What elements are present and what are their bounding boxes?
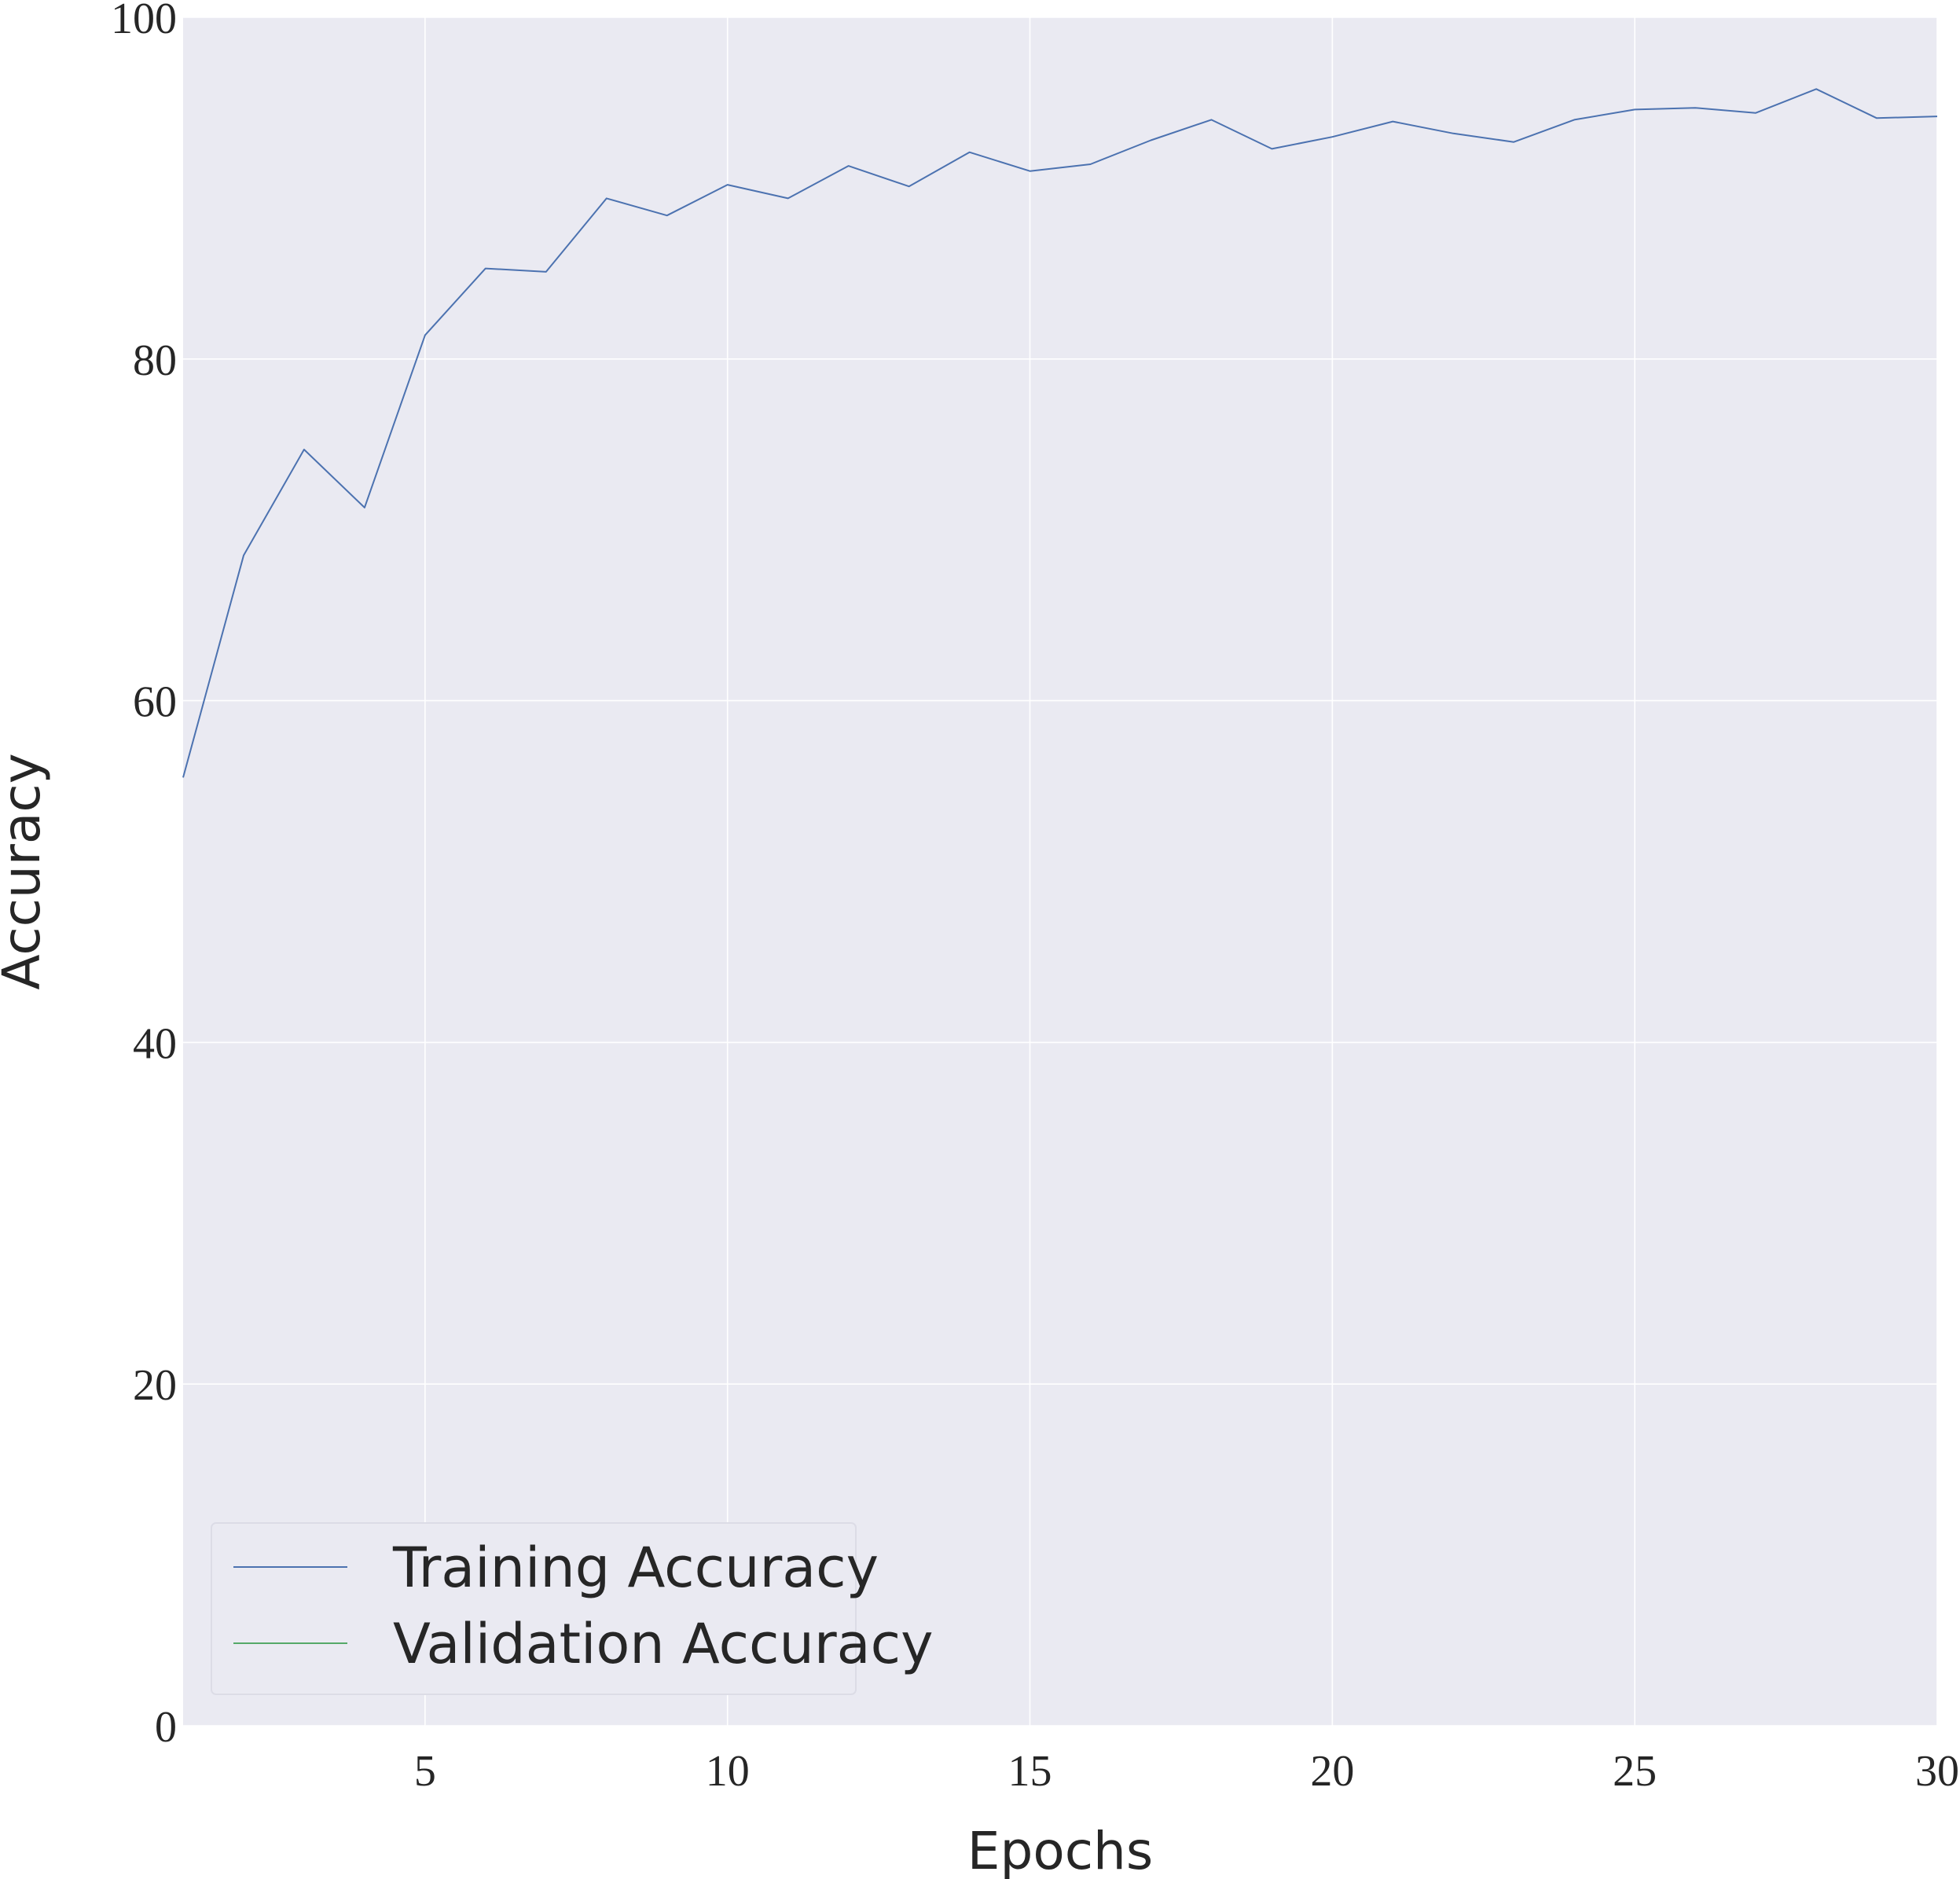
y-tick-label: 0 <box>155 1703 177 1752</box>
series-line-training-accuracy <box>182 88 1938 778</box>
y-tick-label: 100 <box>111 0 177 43</box>
x-tick-label: 10 <box>706 1747 750 1796</box>
legend-label-validation-accuracy: Validation Accuracy <box>393 1612 934 1676</box>
x-tick-label: 20 <box>1310 1747 1354 1796</box>
x-tick-label: 25 <box>1613 1747 1657 1796</box>
y-tick-label: 20 <box>133 1361 177 1410</box>
x-axis-label: Epochs <box>967 1821 1153 1879</box>
y-tick-label: 80 <box>133 336 177 385</box>
x-tick-label: 5 <box>414 1747 436 1796</box>
y-tick-label: 40 <box>133 1019 177 1068</box>
legend: Training Accuracy Validation Accuracy <box>211 1522 934 1695</box>
gridlines <box>183 17 1938 1727</box>
x-tick-label: 30 <box>1915 1747 1959 1796</box>
plot-area <box>183 17 1937 1726</box>
tick-labels: 5 10 15 20 25 30 0 20 40 60 80 100 <box>111 0 1959 1796</box>
series-lines <box>182 88 1938 778</box>
x-tick-label: 15 <box>1008 1747 1052 1796</box>
y-axis-label: Accuracy <box>0 753 52 989</box>
y-tick-label: 60 <box>133 678 177 727</box>
legend-box <box>211 1522 857 1695</box>
legend-label-training-accuracy: Training Accuracy <box>392 1536 879 1600</box>
